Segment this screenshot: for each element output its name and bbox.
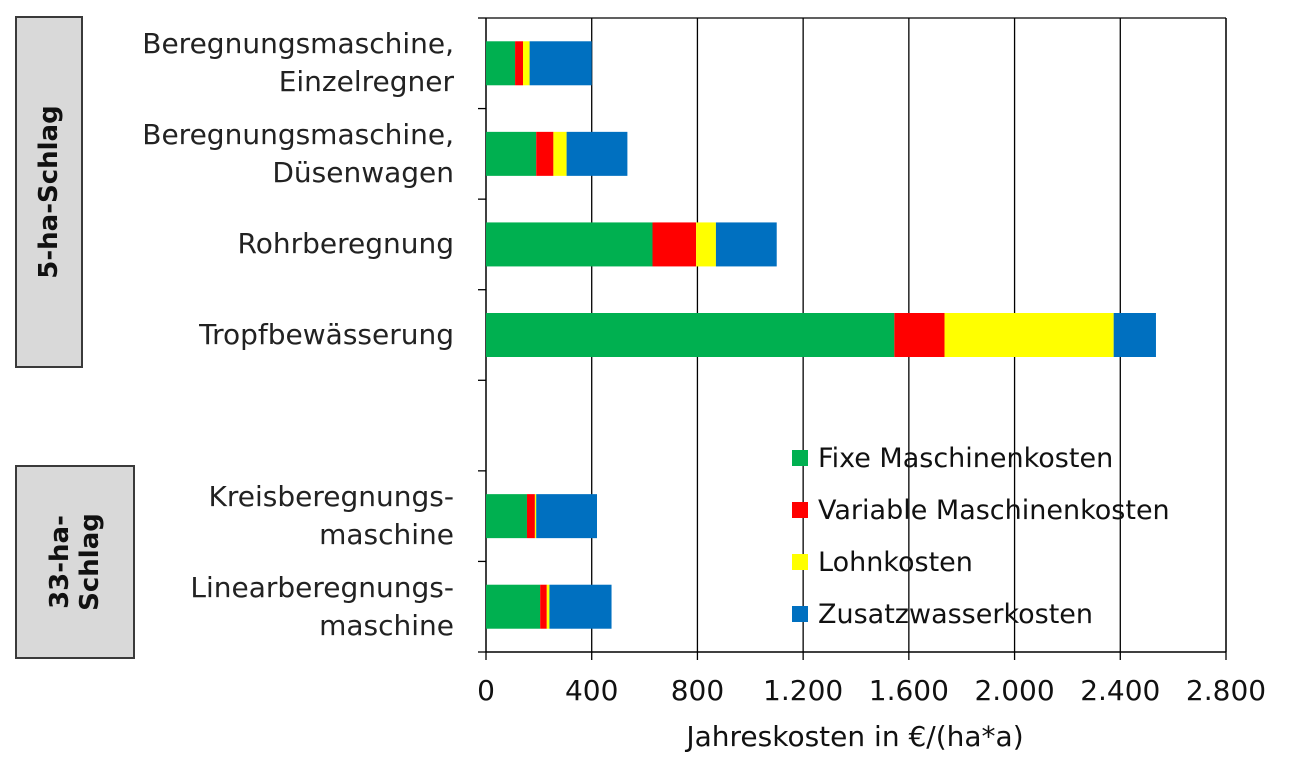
x-tick-label-2000: 2.000 — [974, 674, 1055, 707]
legend-item-3: Zusatzwasserkosten — [792, 588, 1170, 640]
x-tick-label-1600: 1.600 — [868, 674, 949, 707]
bar-0-0 — [486, 41, 516, 86]
bar-3-2 — [944, 313, 1114, 357]
bar-1-1 — [536, 131, 554, 176]
bar-5-1 — [540, 584, 547, 629]
category-label-2: Rohrberegnung — [237, 227, 455, 261]
x-tick-label-400: 400 — [564, 674, 619, 707]
bar-5-2 — [546, 584, 550, 629]
group-label-33ha: 33-ha- Schlag — [45, 513, 105, 611]
bar-5-3 — [549, 584, 612, 629]
legend-swatch-0 — [792, 450, 808, 466]
group-box-5ha: 5-ha-Schlag — [15, 16, 83, 368]
bar-0-2 — [523, 41, 530, 86]
bar-4-2 — [534, 494, 537, 539]
bar-2-1 — [652, 222, 697, 267]
bar-4-0 — [486, 494, 527, 539]
bar-4-3 — [536, 494, 597, 539]
category-label-0: Beregnungsmaschine, Einzelregner — [142, 27, 454, 99]
x-tick-label-800: 800 — [670, 674, 725, 707]
bar-2-2 — [696, 222, 716, 267]
legend-swatch-1 — [792, 502, 808, 518]
x-tick-label-2800: 2.800 — [1185, 674, 1267, 707]
bar-2-3 — [715, 222, 777, 267]
x-tick-label-2400: 2.400 — [1080, 674, 1161, 707]
legend-swatch-2 — [792, 554, 808, 570]
x-axis-label: Jahreskosten in €/(ha*a) — [686, 720, 1024, 753]
legend-label-0: Fixe Maschinenkosten — [818, 442, 1114, 474]
x-tick-label-1200: 1.200 — [763, 674, 844, 707]
category-label-5: Linearberegnungs- maschine — [190, 570, 454, 642]
bar-1-0 — [486, 131, 537, 176]
legend-label-1: Variable Maschinenkosten — [818, 494, 1170, 526]
bar-1-2 — [553, 131, 567, 176]
group-label-5ha: 5-ha-Schlag — [34, 105, 64, 279]
legend-swatch-3 — [792, 606, 808, 622]
group-box-33ha: 33-ha- Schlag — [15, 465, 135, 659]
bar-0-3 — [529, 41, 592, 86]
category-label-4: Kreisberegnungs- maschine — [208, 480, 454, 552]
legend-item-1: Variable Maschinenkosten — [792, 484, 1170, 536]
legend: Fixe Maschinenkosten Variable Maschinenko… — [792, 432, 1170, 640]
legend-item-2: Lohnkosten — [792, 536, 1170, 588]
bar-0-1 — [515, 41, 523, 86]
legend-label-2: Lohnkosten — [818, 546, 973, 578]
bar-2-0 — [486, 222, 653, 267]
category-label-1: Beregnungsmaschine, Düsenwagen — [142, 117, 454, 189]
bar-1-3 — [566, 131, 628, 176]
bar-5-0 — [486, 584, 541, 629]
bar-3-1 — [894, 313, 945, 357]
bar-4-1 — [526, 494, 535, 539]
bar-3-0 — [486, 313, 895, 357]
legend-item-0: Fixe Maschinenkosten — [792, 432, 1170, 484]
x-tick-label-0: 0 — [477, 674, 495, 707]
legend-label-3: Zusatzwasserkosten — [818, 598, 1094, 630]
category-label-3: Tropfbewässerung — [199, 318, 454, 351]
bar-3-3 — [1113, 313, 1156, 357]
